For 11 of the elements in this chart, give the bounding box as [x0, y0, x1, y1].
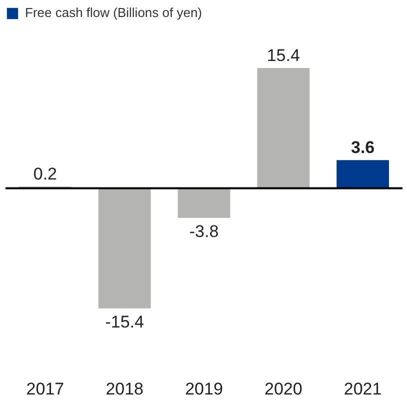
data-label: 15.4: [266, 46, 300, 65]
x-tick-label: 2017: [26, 380, 64, 398]
data-label: 3.6: [350, 138, 375, 157]
x-tick-label: 2020: [264, 380, 302, 398]
data-label: -15.4: [105, 312, 144, 332]
legend-label: Free cash flow (Billions of yen): [25, 5, 202, 20]
data-label: 0.2: [33, 164, 58, 184]
x-tick-label: 2021: [344, 380, 382, 398]
data-label: -3.8: [189, 222, 219, 242]
x-tick-label: 2019: [185, 380, 223, 398]
x-tick-label: 2018: [106, 380, 144, 398]
